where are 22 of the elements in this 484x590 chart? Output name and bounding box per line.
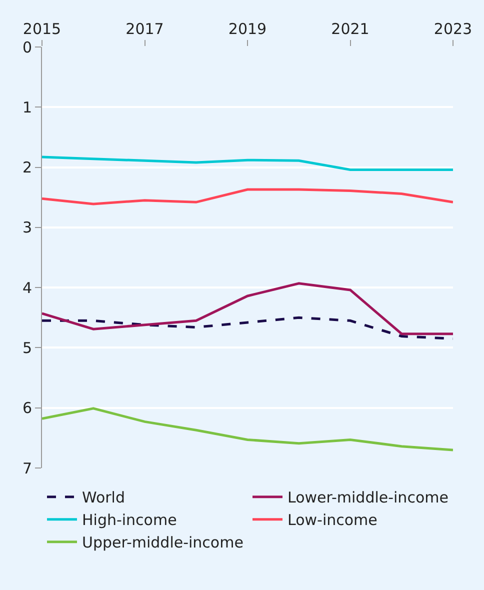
y-tick-label: 3 bbox=[22, 218, 32, 237]
x-tick-label: 2019 bbox=[228, 20, 267, 38]
y-tick-label: 1 bbox=[22, 98, 32, 116]
x-tick-label: 2023 bbox=[434, 20, 472, 38]
legend-label: Lower-middle-income bbox=[288, 488, 448, 507]
legend-label: World bbox=[82, 488, 125, 507]
y-tick-label: 5 bbox=[22, 338, 32, 357]
y-tick-label: 0 bbox=[22, 38, 32, 56]
x-tick-label: 2015 bbox=[22, 20, 62, 38]
line-series bbox=[42, 188, 453, 206]
y-tick-label: 7 bbox=[22, 459, 32, 478]
y-tick-label: 2 bbox=[22, 158, 32, 177]
line-series bbox=[42, 407, 453, 452]
y-tick-label: 4 bbox=[22, 278, 32, 297]
x-tick-label: 2021 bbox=[331, 20, 370, 38]
line-series bbox=[42, 282, 453, 336]
y-tick-label: 6 bbox=[22, 399, 32, 418]
line-series bbox=[42, 156, 453, 171]
x-tick-label: 2017 bbox=[126, 20, 164, 38]
legend-label: High-income bbox=[82, 511, 177, 530]
legend-label: Low-income bbox=[288, 511, 378, 530]
legend-label: Upper-middle-income bbox=[82, 534, 244, 552]
